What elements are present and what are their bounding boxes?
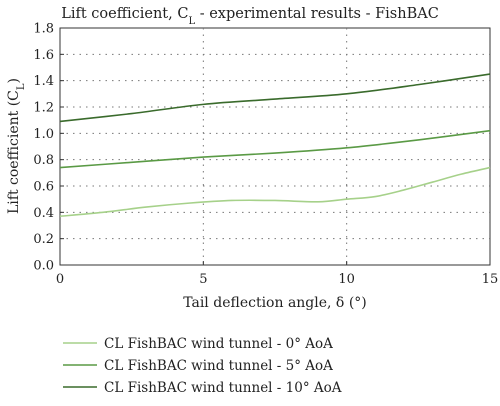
legend-label: CL FishBAC wind tunnel - 0° AoA <box>104 336 333 352</box>
series-line-0deg-aoa <box>59 166 491 218</box>
y-tick-label: 1.8 <box>33 22 54 37</box>
x-tick-label: 15 <box>482 272 499 287</box>
plot-frame <box>59 27 491 266</box>
y-tick-label: 1.0 <box>33 127 54 142</box>
y-tick-label: 1.2 <box>33 101 54 116</box>
y-tick-label: 0.4 <box>33 206 54 221</box>
legend-label: CL FishBAC wind tunnel - 10° AoA <box>104 380 342 396</box>
axis-ticks: 0.0 0.2 0.4 0.6 0.8 1.0 1.2 1.4 1.6 1.8 0 5 10 15 <box>33 22 498 288</box>
y-tick-label: 0.6 <box>33 180 54 195</box>
chart-title: Lift coefficient, CL - experimental resu… <box>61 6 439 27</box>
legend-label: CL FishBAC wind tunnel - 5° AoA <box>104 358 333 374</box>
legend: CL FishBAC wind tunnel - 0° AoA CL FishBA… <box>63 336 342 396</box>
series-line-10deg-aoa <box>59 73 491 123</box>
y-tick-label: 0.8 <box>33 153 54 168</box>
y-tick-label: 1.4 <box>33 74 54 89</box>
x-tick-label: 0 <box>56 272 64 287</box>
y-tick-label: 1.6 <box>33 48 54 63</box>
series-line-5deg-aoa <box>59 129 491 169</box>
x-tick-label: 10 <box>338 272 355 287</box>
y-axis-label: Lift coefficient (CL) <box>6 78 27 214</box>
grid-lines <box>60 28 490 265</box>
x-axis-label: Tail deflection angle, δ (°) <box>183 295 367 311</box>
y-tick-label: 0.2 <box>33 232 54 247</box>
x-tick-label: 5 <box>199 272 207 287</box>
y-tick-label: 0.0 <box>33 259 54 274</box>
series-lines <box>59 73 491 218</box>
